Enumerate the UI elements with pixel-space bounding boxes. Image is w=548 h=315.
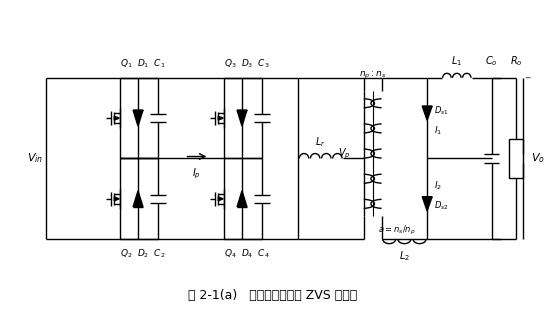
Text: $D_{s1}$: $D_{s1}$	[434, 105, 449, 117]
Text: $C_o$: $C_o$	[485, 54, 498, 68]
Polygon shape	[133, 191, 143, 207]
Text: $V_p$: $V_p$	[338, 146, 351, 161]
Polygon shape	[237, 110, 247, 126]
Text: $Q_3$  $D_3$  $C_3$: $Q_3$ $D_3$ $C_3$	[224, 57, 270, 70]
Text: 图 2-1(a)   改进型移相全桥 ZVS 主电路: 图 2-1(a) 改进型移相全桥 ZVS 主电路	[188, 289, 357, 301]
Polygon shape	[422, 197, 432, 211]
Text: $a=n_s/n_p$: $a=n_s/n_p$	[378, 224, 415, 238]
Polygon shape	[237, 191, 247, 207]
Polygon shape	[422, 106, 432, 120]
Text: $Q_2$  $D_2$  $C_2$: $Q_2$ $D_2$ $C_2$	[120, 247, 166, 260]
Text: $R_o$: $R_o$	[510, 54, 523, 68]
Text: $V_o$: $V_o$	[531, 152, 545, 165]
Text: $Q_1$  $D_1$  $C_1$: $Q_1$ $D_1$ $C_1$	[120, 57, 166, 70]
Text: $L_1$: $L_1$	[452, 54, 463, 68]
Text: $I_p$: $I_p$	[192, 166, 201, 181]
Polygon shape	[115, 116, 119, 120]
Text: $L_r$: $L_r$	[316, 135, 326, 149]
Polygon shape	[115, 197, 119, 201]
Text: $Q_4$  $D_4$  $C_4$: $Q_4$ $D_4$ $C_4$	[224, 247, 270, 260]
Text: $V_{in}$: $V_{in}$	[27, 152, 43, 165]
Text: $L_2$: $L_2$	[399, 249, 410, 263]
Text: $D_{s2}$: $D_{s2}$	[434, 199, 449, 212]
Polygon shape	[218, 197, 223, 201]
Polygon shape	[133, 110, 143, 126]
Bar	[509, 139, 523, 178]
Text: $I_1$: $I_1$	[434, 125, 442, 137]
Text: $I_2$: $I_2$	[434, 180, 442, 192]
Text: $n_p:n_s$: $n_p:n_s$	[359, 70, 386, 81]
Polygon shape	[218, 116, 223, 120]
